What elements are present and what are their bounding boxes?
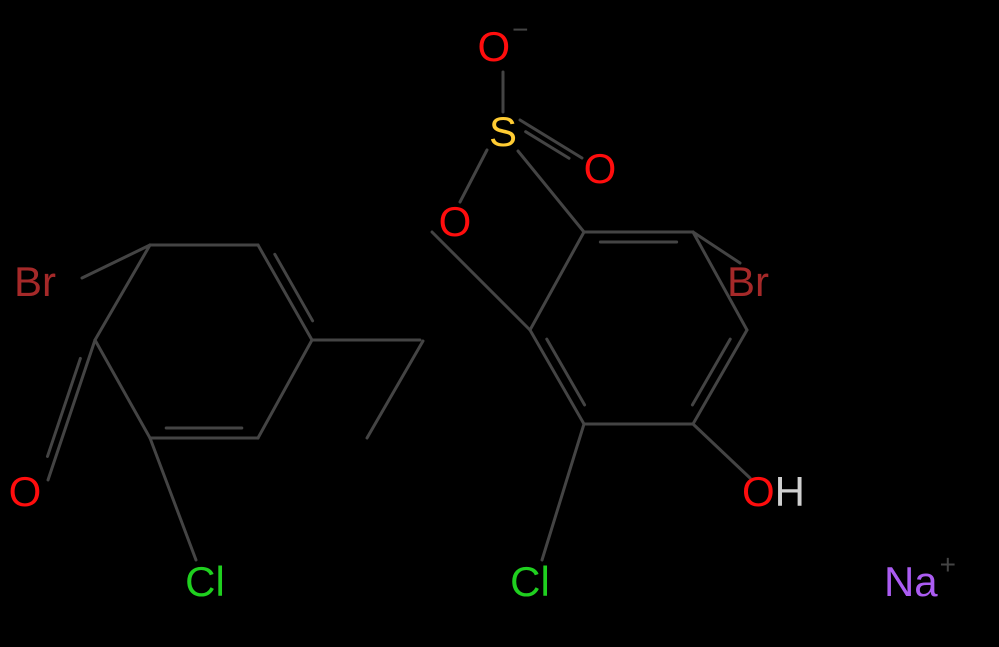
- molecule-diagram: O−SOOBrBrOOHClClNa+: [0, 0, 999, 647]
- atom-Br2: Br: [727, 258, 769, 305]
- atom-Cl2: Cl: [510, 558, 550, 605]
- atom-O_top: O−: [477, 14, 528, 70]
- atom-Na: Na+: [884, 549, 956, 605]
- atom-O_keto: O: [9, 468, 42, 515]
- atom-O_left: O: [439, 198, 472, 245]
- atom-O_right: O: [584, 145, 617, 192]
- atom-Br1: Br: [14, 258, 56, 305]
- atom-Cl1: Cl: [185, 558, 225, 605]
- atom-OH: OH: [742, 468, 805, 515]
- atom-S: S: [489, 108, 517, 155]
